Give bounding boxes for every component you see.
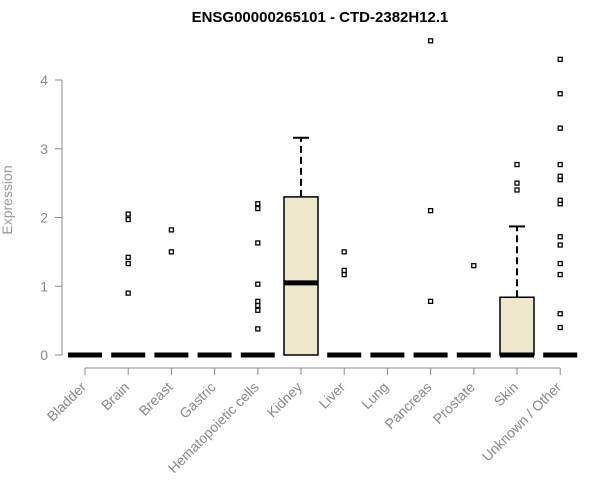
outlier-1-4: [125, 211, 131, 217]
outlier-10-1: [514, 180, 520, 186]
outlier-11-5: [557, 234, 563, 240]
outlier-10-2: [514, 161, 520, 168]
outlier-8-1: [427, 207, 434, 214]
x-tick-label-2: Breast: [136, 379, 176, 419]
x-tick-label-8: Pancreas: [382, 379, 435, 432]
box-10: [499, 161, 535, 358]
outlier-1-2: [125, 254, 131, 261]
box-4: [240, 201, 275, 358]
outlier-11-0: [557, 324, 563, 331]
outlier-4-7: [255, 201, 261, 207]
y-axis-label: Expression: [0, 165, 15, 234]
outlier-11-4: [557, 242, 563, 248]
outlier-2-1: [168, 227, 175, 233]
y-tick-label: 4: [40, 72, 48, 88]
y-tick-label: 0: [40, 347, 48, 363]
x-tick-label-1: Brain: [98, 379, 132, 413]
x-tick-label-10: Skin: [491, 379, 522, 410]
x-tick-label-6: Liver: [316, 379, 349, 412]
x-tick-label-3: Gastric: [176, 379, 219, 422]
box-rect-10: [499, 296, 535, 356]
outlier-4-1: [255, 307, 261, 313]
outlier-11-1: [557, 311, 563, 317]
outlier-4-3: [255, 298, 261, 305]
outlier-4-4: [255, 281, 261, 287]
box-11: [543, 56, 578, 358]
x-tick-label-11: Unknown / Other: [479, 379, 565, 465]
box-2: [154, 227, 189, 358]
box-8: [413, 38, 448, 358]
outlier-11-11: [557, 125, 563, 131]
outlier-6-1: [341, 267, 347, 274]
outlier-8-2: [427, 38, 434, 44]
y-tick-label: 1: [40, 278, 48, 294]
outlier-11-10: [557, 161, 563, 168]
outlier-11-3: [557, 260, 563, 267]
outlier-1-1: [125, 260, 131, 267]
outlier-11-12: [557, 91, 563, 97]
outlier-1-0: [125, 290, 131, 296]
outlier-1-3: [125, 216, 131, 223]
outlier-4-2: [255, 302, 261, 309]
x-tick-label-5: Kidney: [264, 379, 306, 421]
y-tick-label: 3: [40, 141, 48, 157]
outlier-4-0: [255, 326, 261, 332]
x-tick-label-9: Prostate: [430, 379, 478, 427]
y-axis: 0 1 2 3 4: [40, 72, 63, 363]
outlier-4-5: [255, 240, 261, 246]
outlier-11-13: [557, 56, 563, 63]
box-rect-5: [283, 196, 319, 356]
box-5: [283, 136, 319, 356]
outlier-11-9: [557, 173, 563, 179]
x-tick-label-7: Lung: [358, 379, 391, 412]
box-1: [111, 211, 146, 358]
boxes: [68, 38, 578, 358]
outlier-10-0: [514, 187, 520, 193]
box-6: [327, 249, 362, 358]
chart-title: ENSG00000265101 - CTD-2382H12.1: [192, 9, 449, 26]
x-tick-label-0: Bladder: [44, 379, 90, 425]
outlier-6-0: [341, 271, 347, 278]
outlier-8-0: [427, 298, 434, 305]
outlier-11-7: [557, 197, 563, 203]
outlier-2-0: [168, 249, 175, 255]
outlier-6-2: [341, 249, 347, 255]
outlier-11-2: [557, 271, 563, 278]
y-tick-label: 2: [40, 210, 48, 226]
box-9: [456, 262, 491, 358]
outlier-9-0: [471, 262, 477, 269]
outlier-4-6: [255, 205, 261, 212]
